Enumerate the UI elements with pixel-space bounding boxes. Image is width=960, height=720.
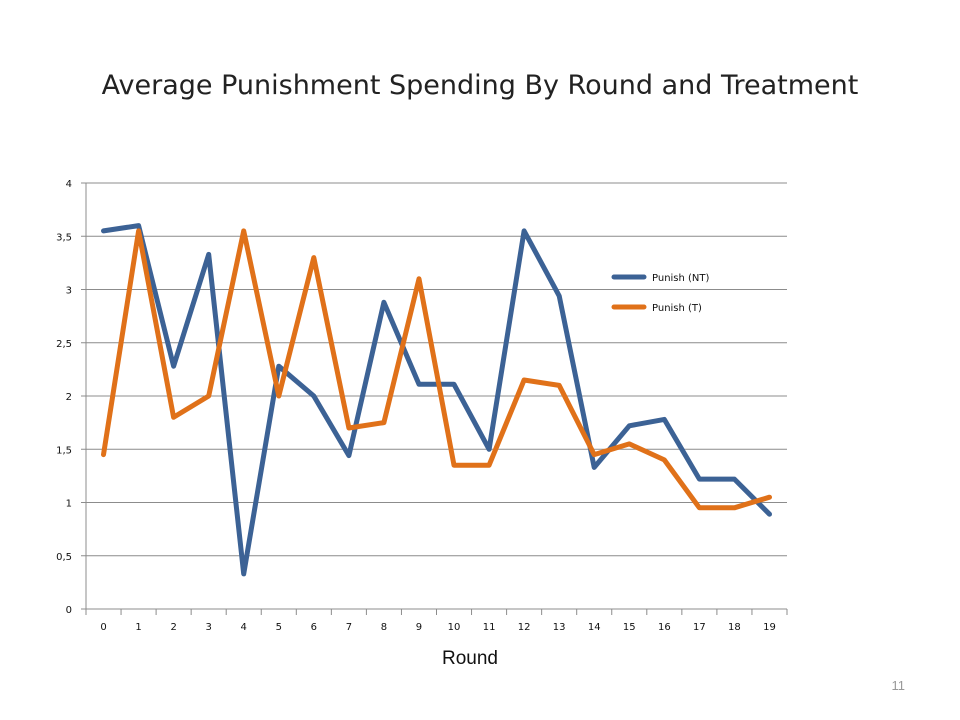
axes <box>81 182 788 615</box>
x-tick-label: 12 <box>518 622 531 633</box>
data-point <box>313 395 315 397</box>
series-lines <box>101 223 772 577</box>
data-point <box>488 448 490 450</box>
data-point <box>278 365 280 367</box>
x-tick-label: 18 <box>728 622 741 633</box>
data-point <box>733 507 735 509</box>
y-tick-label: 1,5 <box>56 445 72 456</box>
data-point <box>313 257 315 259</box>
x-tick-label: 19 <box>763 622 776 633</box>
tick-labels: 00,511,522,533,540 1 2 3 4 5 6 7 8 9 10 11 12 13 14 15 1… <box>56 179 776 633</box>
y-tick-label: 2,5 <box>56 339 72 350</box>
data-point <box>628 443 630 445</box>
data-point <box>628 425 630 427</box>
data-point <box>418 278 420 280</box>
data-point <box>138 225 140 227</box>
y-tick-label: 1 <box>66 499 72 510</box>
data-point <box>453 383 455 385</box>
x-tick-label: 8 <box>381 622 387 633</box>
data-point <box>663 418 665 420</box>
x-tick-label: 7 <box>346 622 352 633</box>
x-tick-label: 14 <box>588 622 601 633</box>
x-tick-label: 10 <box>448 622 461 633</box>
chart-title: Average Punishment Spending By Round and… <box>101 70 859 101</box>
data-point <box>383 422 385 424</box>
legend: Punish (NT) Punish (T) <box>611 273 710 314</box>
data-point <box>173 416 175 418</box>
data-point <box>208 395 210 397</box>
x-tick-label: 0 <box>100 622 106 633</box>
data-point <box>103 230 105 232</box>
x-tick-label: 9 <box>416 622 422 633</box>
x-axis-label: Round <box>442 648 498 669</box>
data-point <box>488 464 490 466</box>
x-tick-label: 2 <box>170 622 176 633</box>
series-line-punish-t <box>101 228 772 511</box>
legend-label: Punish (NT) <box>652 273 710 284</box>
data-point <box>733 478 735 480</box>
data-point <box>593 454 595 456</box>
y-tick-label: 3 <box>66 286 72 297</box>
data-point <box>768 496 770 498</box>
data-point <box>663 459 665 461</box>
x-tick-label: 13 <box>553 622 566 633</box>
y-tick-label: 0 <box>66 605 72 616</box>
legend-label: Punish (T) <box>652 303 702 314</box>
x-tick-label: 17 <box>693 622 706 633</box>
x-tick-label: 5 <box>276 622 282 633</box>
y-tick-label: 3,5 <box>56 232 72 243</box>
data-point <box>348 455 350 457</box>
data-point <box>173 365 175 367</box>
data-point <box>243 230 245 232</box>
data-point <box>698 507 700 509</box>
x-tick-label: 11 <box>483 622 496 633</box>
data-point <box>523 230 525 232</box>
data-point <box>138 230 140 232</box>
data-point <box>558 295 560 297</box>
x-tick-label: 15 <box>623 622 636 633</box>
data-point <box>523 379 525 381</box>
data-point <box>243 573 245 575</box>
data-point <box>348 427 350 429</box>
page-number: 11 <box>891 678 906 693</box>
data-point <box>558 384 560 386</box>
grid-lines <box>86 182 787 557</box>
data-point <box>383 301 385 303</box>
data-point <box>418 383 420 385</box>
x-tick-label: 1 <box>135 622 141 633</box>
data-point <box>103 454 105 456</box>
y-tick-label: 0,5 <box>56 552 72 563</box>
y-tick-label: 4 <box>66 179 72 190</box>
x-tick-label: 16 <box>658 622 671 633</box>
data-point <box>453 464 455 466</box>
data-point <box>278 395 280 397</box>
x-tick-label: 4 <box>241 622 247 633</box>
x-tick-label: 6 <box>311 622 317 633</box>
x-tick-label: 3 <box>205 622 211 633</box>
data-point <box>768 513 770 515</box>
data-point <box>593 466 595 468</box>
y-tick-label: 2 <box>66 392 72 403</box>
data-point <box>698 478 700 480</box>
data-point <box>208 253 210 255</box>
